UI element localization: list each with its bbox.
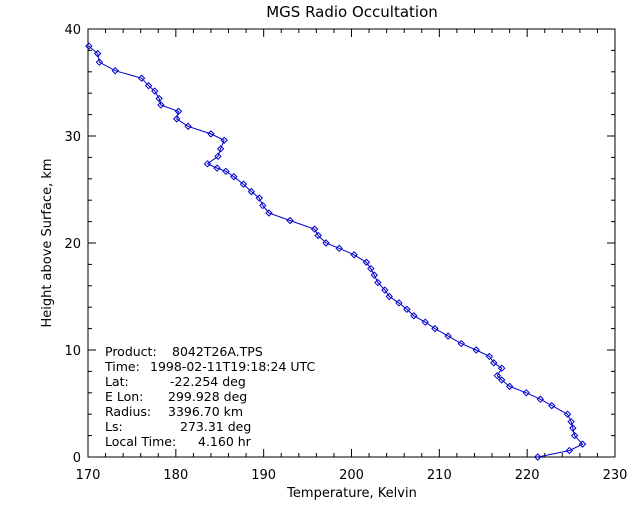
x-tick-label: 220 <box>515 468 540 483</box>
data-point <box>536 395 545 403</box>
data-point <box>485 352 494 361</box>
y-tick-label: 40 <box>64 23 81 38</box>
product-label: Product: <box>105 344 157 359</box>
y-axis: 0 10 20 30 40 <box>64 23 615 466</box>
data-point <box>151 87 159 95</box>
x-tick-label: 180 <box>163 468 188 483</box>
x-tick-label: 190 <box>251 468 276 483</box>
data-point <box>203 160 212 168</box>
local-time-label: Local Time: <box>105 434 176 449</box>
data-point <box>431 324 439 333</box>
data-point <box>213 164 221 172</box>
data-point <box>370 271 379 279</box>
product-value: 8042T26A.TPS <box>172 344 263 359</box>
local-time-value: 4.160 hr <box>198 434 252 449</box>
ls-value: 273.31 deg <box>180 419 251 434</box>
data-point <box>184 122 192 131</box>
data-point <box>381 286 389 294</box>
data-point <box>93 49 102 58</box>
data-point <box>173 115 181 123</box>
x-tick-label: 200 <box>339 468 364 483</box>
data-point <box>95 58 104 66</box>
data-point <box>155 94 163 103</box>
data-point <box>493 371 502 380</box>
data-point <box>385 292 393 301</box>
data-point <box>335 244 343 253</box>
data-point <box>230 172 238 181</box>
data-point <box>367 264 375 273</box>
data-point <box>222 167 230 176</box>
temperature-profile-line <box>88 45 584 458</box>
data-point <box>137 74 146 82</box>
data-point <box>421 318 429 326</box>
data-point <box>497 376 506 384</box>
data-point <box>395 299 403 307</box>
data-point <box>239 180 248 188</box>
data-point <box>522 389 530 397</box>
lat-value: -22.254 deg <box>170 374 246 389</box>
data-point <box>403 305 411 314</box>
data-point <box>220 136 228 144</box>
radius-label: Radius: <box>105 404 151 419</box>
x-tick-label: 210 <box>427 468 452 483</box>
elon-label: E Lon: <box>105 389 143 404</box>
data-point <box>85 42 93 50</box>
data-point <box>565 446 574 455</box>
data-point <box>111 67 119 75</box>
elon-value: 299.928 deg <box>168 389 247 404</box>
data-point <box>265 209 273 217</box>
time-value: 1998-02-11T19:18:24 UTC <box>150 359 315 374</box>
data-point <box>247 187 256 196</box>
data-point <box>563 410 572 418</box>
data-point <box>207 130 215 138</box>
data-point <box>497 364 506 372</box>
x-axis: 170 180 190 200 210 220 230 <box>76 29 628 483</box>
radius-value: 3396.70 km <box>168 404 243 419</box>
data-point <box>362 258 371 266</box>
data-point <box>322 239 330 247</box>
x-tick-label: 170 <box>76 468 101 483</box>
product-info-annotation: Product: 8042T26A.TPS Time: 1998-02-11T1… <box>104 344 315 449</box>
data-point <box>214 152 222 161</box>
data-point <box>444 332 452 340</box>
data-point-markers <box>85 42 587 461</box>
data-point <box>472 346 480 354</box>
data-point <box>350 251 358 259</box>
data-point <box>457 339 465 348</box>
time-label: Time: <box>104 359 140 374</box>
data-point <box>157 101 165 109</box>
data-point <box>570 431 579 440</box>
data-point <box>548 401 556 410</box>
x-axis-label: Temperature, Kelvin <box>286 486 417 501</box>
data-point <box>505 382 514 391</box>
data-point <box>144 82 153 90</box>
data-point <box>490 359 498 367</box>
y-tick-label: 30 <box>64 130 81 145</box>
chart-title: MGS Radio Occultation <box>266 3 438 21</box>
ls-label: Ls: <box>105 419 123 434</box>
y-axis-label: Height above Surface, km <box>40 158 55 327</box>
data-point <box>174 107 183 116</box>
data-point <box>216 145 225 153</box>
data-point <box>374 278 382 287</box>
lat-label: Lat: <box>105 374 129 389</box>
data-point <box>314 231 322 240</box>
data-point <box>255 194 263 202</box>
y-tick-label: 20 <box>64 237 81 252</box>
y-tick-label: 0 <box>73 451 81 466</box>
data-point <box>567 417 575 426</box>
data-point <box>569 424 577 432</box>
data-point <box>533 453 542 461</box>
x-tick-label: 230 <box>603 468 628 483</box>
data-point <box>259 201 267 210</box>
data-point <box>310 225 319 233</box>
data-point <box>286 216 294 225</box>
data-point <box>578 440 587 448</box>
y-tick-label: 10 <box>64 344 81 359</box>
data-point <box>410 312 418 320</box>
